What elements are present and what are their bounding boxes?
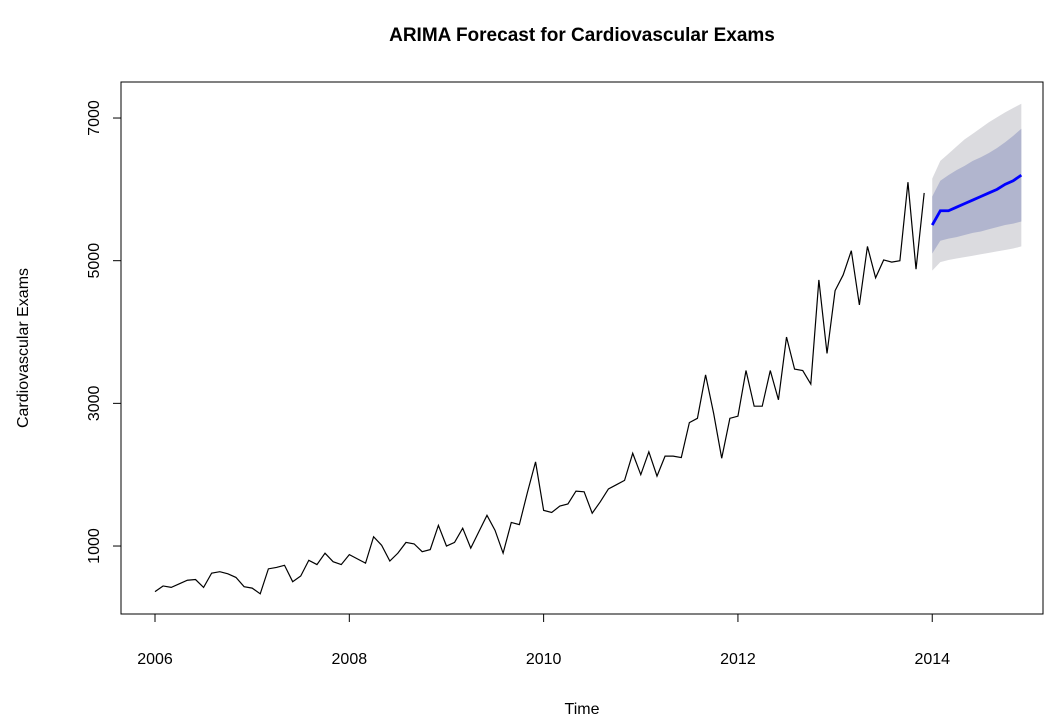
y-tick-label: 3000 — [86, 385, 103, 421]
interval-80 — [932, 128, 1022, 254]
x-tick-label: 2006 — [137, 651, 173, 668]
plot-frame — [120, 81, 1044, 615]
y-tick-label: 5000 — [86, 243, 103, 279]
y-axis-label: Cardiovascular Exams — [15, 268, 32, 428]
y-tick-label: 1000 — [86, 528, 103, 564]
x-axis-label: Time — [565, 701, 600, 718]
chart-title: ARIMA Forecast for Cardiovascular Exams — [389, 25, 775, 46]
x-tick-label: 2012 — [720, 651, 756, 668]
observed-line — [154, 182, 925, 595]
x-tick-label: 2014 — [914, 651, 950, 668]
y-tick-label: 7000 — [86, 100, 103, 136]
forecast-line — [931, 173, 1023, 226]
x-tick-label: 2010 — [526, 651, 562, 668]
x-tick-label: 2008 — [332, 651, 368, 668]
